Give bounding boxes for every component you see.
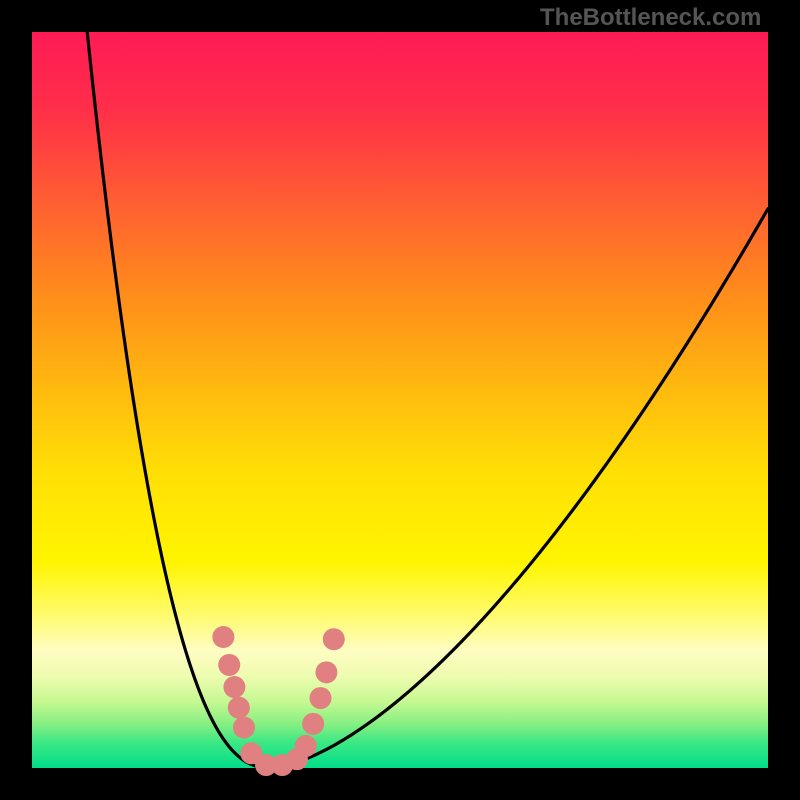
- marker-dot: [295, 735, 317, 757]
- marker-dot: [323, 628, 345, 650]
- gradient-plot-area: [32, 32, 768, 768]
- marker-dot: [315, 661, 337, 683]
- watermark-text: TheBottleneck.com: [540, 4, 761, 32]
- marker-dot: [302, 713, 324, 735]
- bottleneck-chart: [0, 0, 800, 800]
- marker-dot: [218, 654, 240, 676]
- marker-dot: [212, 626, 234, 648]
- marker-dot: [233, 717, 255, 739]
- marker-dot: [310, 687, 332, 709]
- marker-dot: [223, 676, 245, 698]
- marker-dot: [228, 697, 250, 719]
